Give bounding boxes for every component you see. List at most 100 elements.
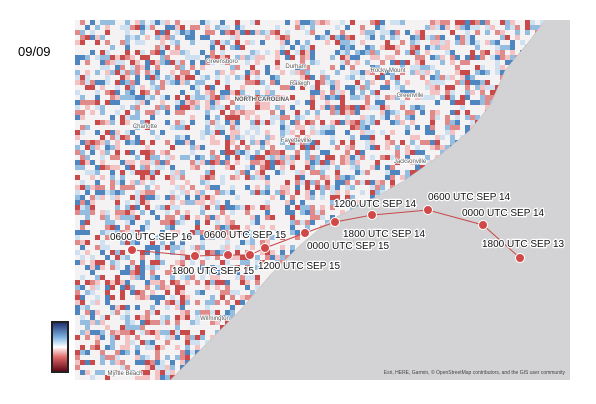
grid-cell — [110, 285, 115, 290]
grid-cell — [285, 180, 290, 185]
grid-cell — [130, 140, 135, 145]
grid-cell — [240, 150, 245, 155]
grid-cell — [110, 165, 115, 170]
grid-cell — [220, 250, 225, 255]
grid-cell — [525, 30, 530, 35]
grid-cell — [90, 260, 95, 265]
grid-cell — [380, 25, 385, 30]
grid-cell — [370, 140, 375, 145]
grid-cell — [340, 90, 345, 95]
grid-cell — [280, 230, 285, 235]
grid-cell — [475, 20, 480, 25]
grid-cell — [260, 190, 265, 195]
grid-cell — [120, 115, 125, 120]
grid-cell — [405, 155, 410, 160]
grid-cell — [120, 305, 125, 310]
grid-cell — [305, 45, 310, 50]
grid-cell — [230, 110, 235, 115]
grid-cell — [80, 350, 85, 355]
track-label: 1200 UTC SEP 14 — [334, 199, 417, 210]
storm-marker — [478, 220, 488, 230]
grid-cell — [330, 140, 335, 145]
grid-cell — [215, 80, 220, 85]
grid-cell — [385, 165, 390, 170]
grid-cell — [365, 60, 370, 65]
grid-cell — [130, 260, 135, 265]
grid-cell — [310, 145, 315, 150]
grid-cell — [75, 335, 80, 340]
grid-cell — [250, 80, 255, 85]
grid-cell — [295, 185, 300, 190]
grid-cell — [220, 30, 225, 35]
grid-cell — [90, 175, 95, 180]
grid-cell — [450, 90, 455, 95]
grid-cell — [150, 195, 155, 200]
grid-cell — [325, 165, 330, 170]
grid-cell — [80, 125, 85, 130]
grid-cell — [145, 200, 150, 205]
grid-cell — [285, 200, 290, 205]
grid-cell — [425, 95, 430, 100]
grid-cell — [465, 30, 470, 35]
grid-cell — [170, 145, 175, 150]
grid-cell — [85, 80, 90, 85]
grid-cell — [105, 300, 110, 305]
grid-cell — [205, 120, 210, 125]
grid-cell — [80, 330, 85, 335]
grid-cell — [435, 135, 440, 140]
grid-cell — [225, 40, 230, 45]
grid-cell — [365, 105, 370, 110]
grid-cell — [380, 70, 385, 75]
grid-cell — [190, 40, 195, 45]
grid-cell — [350, 105, 355, 110]
grid-cell — [350, 205, 355, 210]
grid-cell — [75, 100, 80, 105]
grid-cell — [435, 70, 440, 75]
grid-cell — [215, 280, 220, 285]
grid-cell — [265, 50, 270, 55]
grid-cell — [320, 170, 325, 175]
grid-cell — [445, 120, 450, 125]
grid-cell — [95, 275, 100, 280]
grid-cell — [410, 110, 415, 115]
grid-cell — [315, 210, 320, 215]
grid-cell — [210, 120, 215, 125]
grid-cell — [350, 195, 355, 200]
grid-cell — [330, 190, 335, 195]
grid-cell — [90, 330, 95, 335]
grid-cell — [365, 70, 370, 75]
grid-cell — [135, 75, 140, 80]
grid-cell — [305, 50, 310, 55]
grid-cell — [165, 270, 170, 275]
grid-cell — [215, 125, 220, 130]
grid-cell — [190, 275, 195, 280]
grid-cell — [90, 200, 95, 205]
grid-cell — [125, 75, 130, 80]
grid-cell — [220, 45, 225, 50]
grid-cell — [95, 260, 100, 265]
grid-cell — [280, 95, 285, 100]
grid-cell — [335, 165, 340, 170]
grid-cell — [225, 215, 230, 220]
grid-cell — [130, 130, 135, 135]
grid-cell — [80, 40, 85, 45]
grid-cell — [215, 75, 220, 80]
grid-cell — [115, 200, 120, 205]
grid-cell — [125, 110, 130, 115]
grid-cell — [275, 255, 280, 260]
grid-cell — [390, 180, 395, 185]
grid-cell — [145, 75, 150, 80]
grid-cell — [155, 105, 160, 110]
grid-cell — [125, 350, 130, 355]
grid-cell — [205, 215, 210, 220]
grid-cell — [350, 20, 355, 25]
grid-cell — [425, 155, 430, 160]
grid-cell — [85, 155, 90, 160]
grid-cell — [235, 45, 240, 50]
grid-cell — [380, 115, 385, 120]
grid-cell — [335, 195, 340, 200]
grid-cell — [315, 140, 320, 145]
grid-cell — [280, 140, 285, 145]
grid-cell — [140, 120, 145, 125]
grid-cell — [390, 35, 395, 40]
